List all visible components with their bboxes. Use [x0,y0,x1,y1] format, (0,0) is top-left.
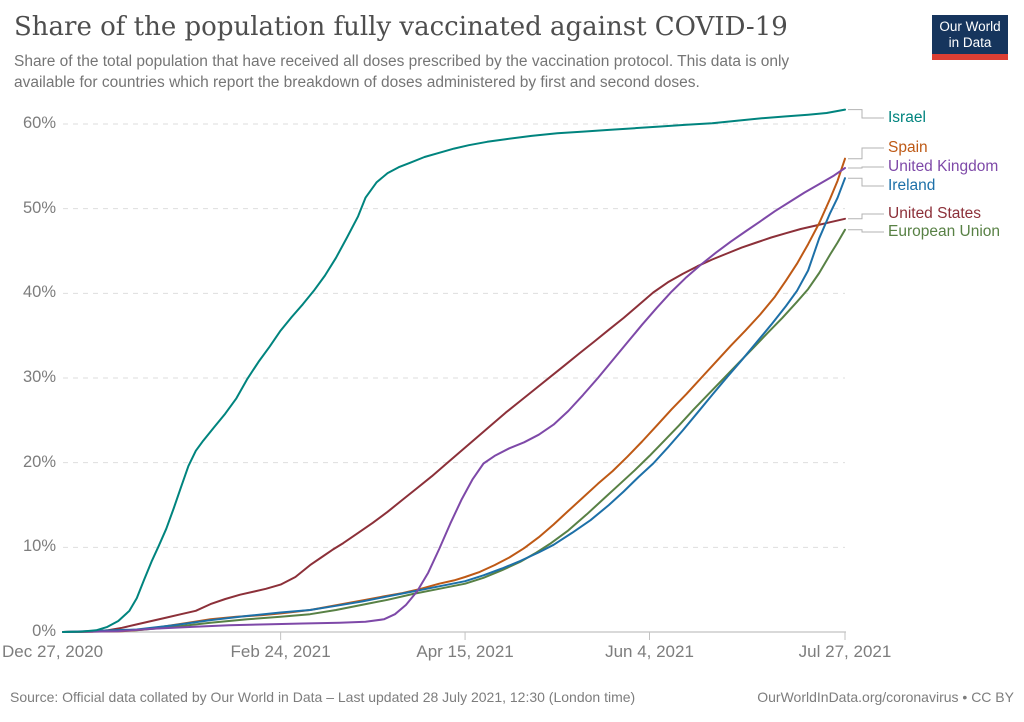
chart-title: Share of the population fully vaccinated… [14,12,788,42]
legend-connector-european-union [848,229,884,233]
x-axis-label-apr-15-2021: Apr 15, 2021 [416,642,514,661]
series-line-ireland[interactable] [62,177,846,633]
x-axis-label-dec-27-2020: Dec 27, 2020 [2,642,104,661]
owid-logo: Our World in Data [932,15,1008,60]
x-axis-label-jun-4-2021: Jun 4, 2021 [605,642,694,661]
legend-connector-united-states [848,213,884,220]
chart-subtitle-line1: Share of the total population that have … [14,53,790,70]
y-axis-label-60%: 60% [22,113,56,132]
y-axis-label-20%: 20% [22,452,56,471]
legend-connector-united-kingdom [848,166,884,169]
chart-subtitle: Share of the total population that have … [14,51,924,93]
y-axis-label-0%: 0% [32,622,56,640]
x-axis-label-jul-27-2021: Jul 27, 2021 [798,642,892,661]
owid-logo-text: Our World in Data [939,19,1001,50]
y-axis-label-40%: 40% [22,283,56,302]
series-line-european-union[interactable] [62,228,846,633]
series-line-united-states[interactable] [62,217,846,633]
legend-label-united-kingdom[interactable]: United Kingdom [888,158,999,175]
series-line-spain[interactable] [62,157,846,633]
legend-connector-spain [848,147,884,160]
y-axis-label-10%: 10% [22,537,56,556]
legend-connector-israel [848,109,884,119]
series-line-israel[interactable] [62,108,846,633]
chart-subtitle-line2: available for countries which report the… [14,74,700,91]
owid-logo-red-bar [932,54,1008,60]
legend-label-spain[interactable]: Spain [888,139,928,156]
y-axis-label-50%: 50% [22,198,56,217]
series-line-united-kingdom[interactable] [62,167,846,633]
owid-link[interactable]: OurWorldInData.org/coronavirus • CC BY [757,689,1014,705]
y-axis-label-30%: 30% [22,367,56,386]
legend-connector-ireland [848,177,884,187]
legend-label-european-union[interactable]: European Union [888,223,1001,240]
legend-label-israel[interactable]: Israel [888,109,926,126]
legend-label-ireland[interactable]: Ireland [888,177,936,194]
x-axis-label-feb-24-2021: Feb 24, 2021 [230,642,331,661]
source-note: Source: Official data collated by Our Wo… [10,689,636,705]
legend-label-united-states[interactable]: United States [888,205,982,222]
